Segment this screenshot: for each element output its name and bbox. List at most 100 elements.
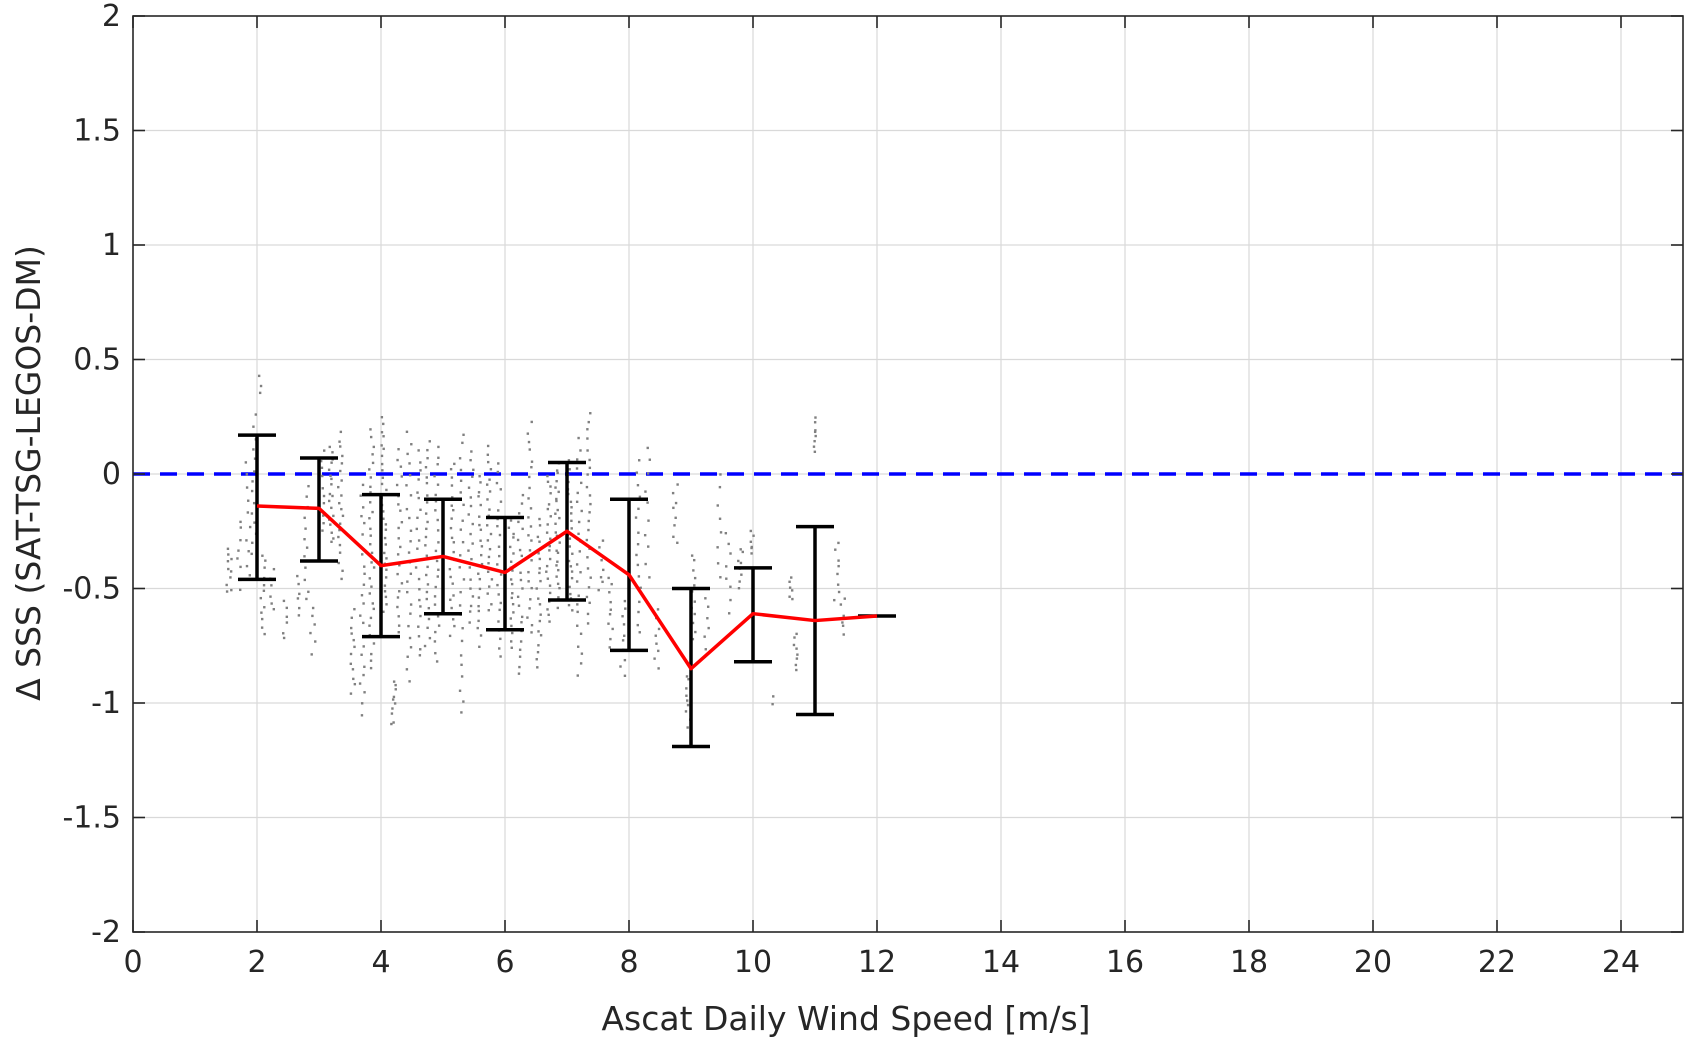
scatter-point — [340, 479, 343, 482]
scatter-point — [555, 534, 559, 538]
scatter-point — [575, 580, 579, 583]
scatter-point — [337, 561, 340, 565]
scatter-point — [363, 665, 366, 668]
x-tick-label: 12 — [858, 945, 896, 980]
scatter-point — [330, 540, 333, 544]
scatter-point — [518, 648, 522, 651]
scatter-point — [393, 702, 397, 705]
scatter-point — [426, 448, 429, 452]
scatter-point — [426, 583, 430, 586]
scatter-point — [414, 566, 418, 569]
scatter-point — [458, 604, 462, 607]
scatter-point — [397, 448, 400, 451]
scatter-point — [510, 646, 513, 649]
scatter-point — [510, 596, 514, 600]
scatter-point — [795, 668, 798, 672]
scatter-point — [602, 568, 605, 572]
scatter-point — [539, 613, 542, 616]
scatter-point — [417, 635, 421, 638]
scatter-point — [497, 593, 500, 596]
scatter-point — [834, 548, 837, 551]
scatter-point — [372, 642, 376, 645]
scatter-point — [611, 627, 614, 631]
scatter-point — [597, 588, 600, 592]
scatter-point — [398, 590, 401, 593]
scatter-point — [282, 599, 286, 603]
scatter-point — [725, 565, 728, 568]
scatter-point — [311, 606, 315, 610]
scatter-point — [434, 651, 437, 655]
scatter-point — [363, 521, 366, 525]
scatter-point — [586, 556, 589, 559]
scatter-point — [259, 596, 263, 600]
scatter-point — [588, 601, 591, 605]
scatter-point — [795, 657, 799, 660]
y-tick-label: -0.5 — [62, 572, 121, 607]
scatter-point — [794, 663, 798, 667]
scatter-point — [370, 561, 373, 564]
scatter-point — [498, 647, 501, 650]
scatter-point — [704, 648, 707, 651]
scatter-point — [369, 666, 373, 670]
scatter-point — [488, 508, 491, 511]
scatter-point — [478, 475, 481, 478]
scatter-point — [247, 550, 250, 553]
scatter-point — [453, 624, 456, 628]
scatter-point — [425, 501, 429, 504]
x-tick-label: 22 — [1478, 945, 1516, 980]
scatter-point — [771, 702, 774, 706]
scatter-point — [530, 466, 533, 469]
scatter-point — [417, 577, 421, 581]
scatter-point — [725, 577, 728, 580]
scatter-point — [437, 568, 440, 571]
scatter-point — [461, 441, 464, 445]
scatter-point — [608, 613, 612, 616]
scatter-point — [647, 545, 650, 548]
scatter-point — [252, 425, 255, 428]
scatter-point — [385, 568, 388, 571]
scatter-point — [407, 624, 410, 628]
scatter-point — [380, 454, 384, 458]
scatter-point — [520, 554, 524, 558]
scatter-point — [296, 597, 300, 600]
scatter-point — [339, 430, 343, 434]
scatter-point — [229, 576, 232, 579]
scatter-point — [391, 698, 395, 701]
scatter-point — [384, 576, 388, 579]
scatter-point — [795, 632, 798, 636]
scatter-point — [395, 483, 399, 487]
scatter-point — [361, 483, 365, 487]
scatter-point — [450, 517, 453, 520]
scatter-point — [419, 614, 422, 618]
scatter-point — [383, 584, 387, 587]
scatter-point — [352, 677, 355, 681]
scatter-point — [449, 468, 453, 471]
scatter-point — [518, 655, 522, 658]
scatter-point — [837, 559, 840, 562]
scatter-point — [530, 631, 533, 634]
scatter-point — [409, 646, 413, 649]
scatter-point — [529, 507, 533, 510]
scatter-point — [329, 474, 332, 478]
x-tick-label: 0 — [123, 945, 142, 980]
scatter-point — [706, 617, 709, 620]
scatter-point — [433, 474, 436, 478]
scatter-point — [340, 494, 343, 497]
scatter-point — [686, 726, 689, 729]
scatter-point — [459, 528, 463, 531]
error-bars — [238, 433, 896, 749]
scatter-point — [462, 503, 465, 507]
scatter-point — [252, 448, 255, 451]
scatter-point — [486, 444, 490, 448]
scatter-point — [488, 478, 491, 481]
scatter-point — [509, 640, 513, 643]
scatter-point — [520, 615, 524, 619]
scatter-point — [576, 491, 579, 495]
scatter-point — [579, 449, 582, 452]
scatter-point — [788, 595, 791, 598]
scatter-point — [545, 564, 549, 568]
scatter-point — [418, 598, 421, 602]
scatter-point — [837, 590, 841, 594]
scatter-point — [460, 639, 464, 643]
scatter-point — [568, 537, 572, 540]
